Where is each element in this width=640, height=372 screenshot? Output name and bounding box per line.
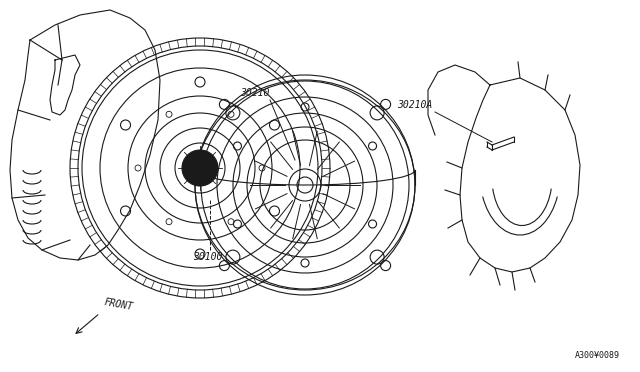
Text: A300¥0089: A300¥0089 bbox=[575, 351, 620, 360]
Text: FRONT: FRONT bbox=[103, 297, 134, 312]
Text: 30210A: 30210A bbox=[397, 100, 433, 110]
Circle shape bbox=[182, 150, 218, 186]
Text: 30210: 30210 bbox=[240, 88, 269, 98]
Text: 30100: 30100 bbox=[193, 252, 223, 262]
